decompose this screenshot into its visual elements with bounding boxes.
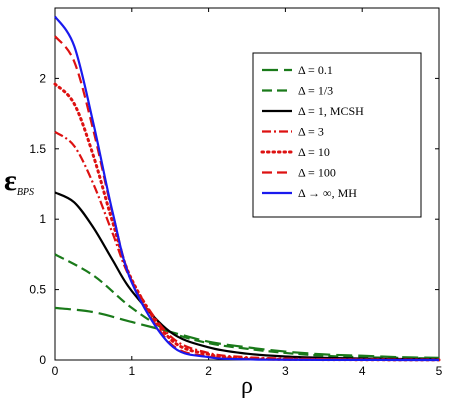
y-tick-label: 2 xyxy=(39,71,46,85)
series-line xyxy=(54,15,440,362)
y-tick-label: 1 xyxy=(39,212,46,226)
y-tick-label: 0.5 xyxy=(29,283,46,297)
legend-label: Δ → ∞, MH xyxy=(298,186,357,200)
series-line xyxy=(54,306,440,359)
legend-label: Δ = 10 xyxy=(298,145,330,159)
axis-ticks: 0 1 2 3 4 5 0 0.5 1 1.5 2 xyxy=(29,8,443,378)
y-tick-label: 1.5 xyxy=(29,142,46,156)
series-curves xyxy=(53,15,441,362)
legend-label: Δ = 1, MCSH xyxy=(298,104,364,118)
legend-label: Δ = 1/3 xyxy=(298,84,333,98)
legend-box xyxy=(252,52,422,218)
y-tick-label: 0 xyxy=(39,353,46,367)
x-tick-label: 2 xyxy=(205,364,212,378)
legend-label: Δ = 3 xyxy=(298,125,324,139)
x-tick-label: 0 xyxy=(52,364,59,378)
x-tick-label: 1 xyxy=(128,364,135,378)
legend-label: Δ = 0.1 xyxy=(298,63,333,77)
y-axis-symbol: ε xyxy=(4,164,17,197)
legend-label: Δ = 100 xyxy=(298,166,336,180)
legend: Δ = 0.1 Δ = 1/3 Δ = 1, MCSH Δ = 3 Δ = 10 Δ = … xyxy=(252,52,422,218)
y-axis-title: εBPS xyxy=(4,164,34,198)
series-line xyxy=(54,253,440,360)
x-axis-title: ρ xyxy=(241,373,253,399)
x-tick-label: 3 xyxy=(282,364,289,378)
x-tick-label: 4 xyxy=(359,364,366,378)
y-axis-subscript: BPS xyxy=(17,187,34,198)
x-tick-label: 5 xyxy=(436,364,443,378)
